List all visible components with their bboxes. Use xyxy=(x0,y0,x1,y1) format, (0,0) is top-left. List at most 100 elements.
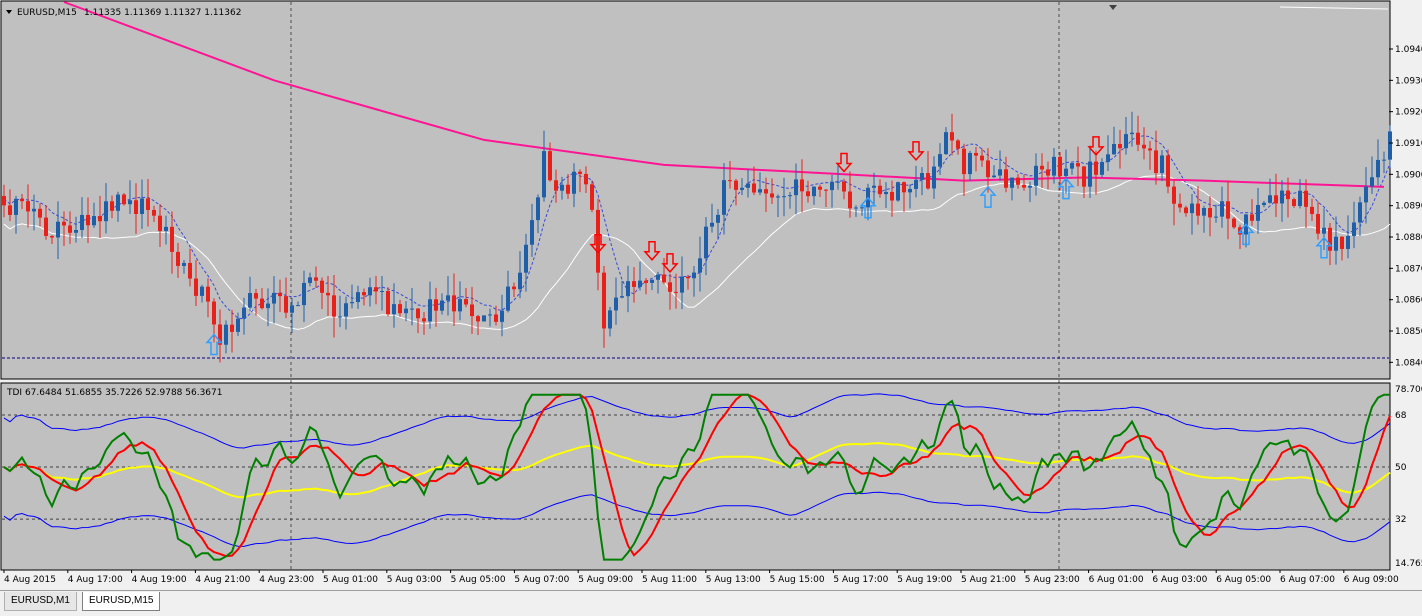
time-tick-label: 4 Aug 2015 xyxy=(4,575,56,585)
candle-body xyxy=(566,184,570,194)
candle xyxy=(890,180,894,217)
candle xyxy=(1172,179,1176,226)
candle xyxy=(50,235,54,245)
candle-body xyxy=(392,304,396,315)
candle xyxy=(122,193,126,206)
candle xyxy=(1178,193,1182,213)
long-moving-average-line xyxy=(63,1,1385,188)
tdi-tick-label: 78.7008 xyxy=(1395,385,1422,395)
candle-body xyxy=(992,175,996,178)
candle xyxy=(1382,151,1386,174)
candle-body xyxy=(188,262,192,279)
candle xyxy=(1214,204,1218,223)
candle-body xyxy=(596,209,600,273)
candle xyxy=(668,273,672,310)
time-tick-label: 5 Aug 17:00 xyxy=(833,575,888,585)
candle-body xyxy=(740,187,744,190)
candle-body xyxy=(1328,227,1332,251)
candle-body xyxy=(1226,201,1230,219)
candle-body xyxy=(134,200,138,214)
candle xyxy=(512,282,516,298)
symbol-collapse-icon[interactable] xyxy=(6,10,12,14)
candle xyxy=(806,180,810,203)
candle-body xyxy=(512,286,516,290)
candle xyxy=(950,113,954,156)
candle xyxy=(38,203,42,227)
candle xyxy=(188,248,192,287)
candle xyxy=(986,148,990,193)
candle-body xyxy=(350,302,354,304)
time-tick-label: 5 Aug 21:00 xyxy=(961,575,1016,585)
candle xyxy=(218,309,222,363)
candle-body xyxy=(950,132,954,141)
candle xyxy=(1076,146,1080,187)
tab-eurusd-m15[interactable]: EURUSD,M15 xyxy=(82,592,161,611)
candle xyxy=(524,233,528,292)
candle xyxy=(812,186,816,205)
candle-body xyxy=(1268,195,1272,203)
candle-body xyxy=(854,207,858,209)
candle xyxy=(362,288,366,306)
price-bands xyxy=(3,1,1391,330)
candle xyxy=(776,194,780,218)
candle-body xyxy=(122,194,126,205)
candle xyxy=(200,284,204,303)
candle-body xyxy=(674,291,678,293)
candle-body xyxy=(344,303,348,317)
candle-body xyxy=(518,272,522,290)
candle xyxy=(332,274,336,338)
candle xyxy=(632,267,636,303)
sell-arrow-icon xyxy=(835,152,853,173)
time-axis: 4 Aug 2015 4 Aug 17:00 4 Aug 19:00 4 Aug 21… xyxy=(3,570,1399,585)
candle-body xyxy=(128,200,132,205)
candle-body xyxy=(464,299,468,305)
symbol-label: EURUSD,M15 xyxy=(17,8,77,18)
tab-eurusd-m1[interactable]: EURUSD,M1 xyxy=(4,592,77,611)
time-tick-label: 4 Aug 21:00 xyxy=(195,575,250,585)
candle xyxy=(1166,149,1170,194)
candle xyxy=(164,215,168,245)
candle xyxy=(620,280,624,299)
chart-shift-marker-icon[interactable] xyxy=(1109,5,1117,10)
candle-body xyxy=(884,191,888,195)
candle-body xyxy=(662,274,666,283)
candle-body xyxy=(488,314,492,316)
candle-body xyxy=(116,194,120,211)
sell-arrow-icon xyxy=(643,241,661,261)
candle-body xyxy=(584,173,588,185)
candle-body xyxy=(50,235,54,238)
time-tick-label: 5 Aug 01:00 xyxy=(323,575,378,585)
candle-body xyxy=(590,184,594,210)
candle xyxy=(458,281,462,321)
candle-body xyxy=(194,278,198,296)
candle xyxy=(692,266,696,297)
candle-body xyxy=(164,226,168,232)
candle-body xyxy=(314,277,318,281)
candle xyxy=(350,284,354,309)
candle-body xyxy=(2,195,6,206)
candle xyxy=(878,179,882,198)
candle-body xyxy=(1202,208,1206,216)
sell-arrow-icon xyxy=(907,141,925,162)
candle xyxy=(1268,178,1272,204)
candle-body xyxy=(356,292,360,303)
candle-body xyxy=(1136,132,1140,145)
candle xyxy=(386,287,390,317)
candle xyxy=(422,312,426,335)
sell-arrow-icon xyxy=(1087,136,1105,156)
candle xyxy=(272,276,276,324)
candle xyxy=(20,194,24,210)
candle xyxy=(908,184,912,209)
candle-body xyxy=(974,152,978,156)
candle-body xyxy=(1040,165,1044,170)
chart-canvas[interactable]: 1.0940 1.0930 1.0920 1.0910 1.0900 1.0890 1.08… xyxy=(0,0,1422,590)
candle xyxy=(926,151,930,190)
candle-body xyxy=(362,292,366,296)
candle-body xyxy=(1004,169,1008,188)
candle xyxy=(428,281,432,329)
candle xyxy=(170,211,174,274)
candle-body xyxy=(968,152,972,175)
candle-body xyxy=(1304,190,1308,207)
candle-body xyxy=(1232,218,1236,228)
candle-body xyxy=(416,308,420,319)
